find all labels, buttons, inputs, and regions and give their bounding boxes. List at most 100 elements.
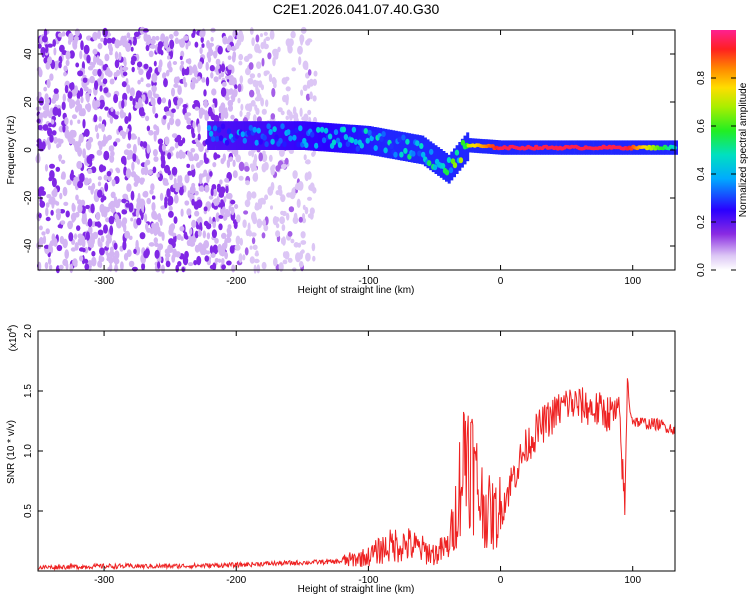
noise-blob bbox=[69, 82, 74, 90]
signal-halo bbox=[286, 121, 290, 150]
noise-blob bbox=[145, 223, 149, 231]
noise-blob bbox=[206, 232, 211, 240]
noise-blob bbox=[175, 118, 181, 127]
noise-blob bbox=[174, 37, 179, 45]
noise-blob bbox=[267, 52, 272, 60]
signal-blob bbox=[240, 131, 245, 138]
signal-blob bbox=[401, 134, 406, 141]
noise-blob bbox=[209, 245, 214, 254]
noise-blob bbox=[173, 83, 179, 88]
noise-blob bbox=[135, 208, 140, 218]
noise-blob bbox=[227, 88, 234, 95]
noise-blob bbox=[57, 224, 63, 229]
noise-blob bbox=[242, 219, 247, 228]
noise-blob bbox=[129, 87, 135, 97]
x-tick-label: 0 bbox=[498, 575, 504, 586]
noise-blob bbox=[194, 106, 200, 111]
x-tick-label: -300 bbox=[94, 276, 114, 287]
noise-blob bbox=[246, 190, 252, 201]
noise-blob bbox=[131, 161, 135, 172]
noise-blob bbox=[201, 28, 206, 37]
noise-blob bbox=[264, 70, 270, 75]
noise-blob bbox=[151, 202, 156, 212]
signal-blob bbox=[405, 138, 410, 145]
noise-blob bbox=[247, 222, 251, 232]
noise-blob bbox=[281, 163, 287, 170]
noise-blob bbox=[127, 130, 132, 141]
noise-blob bbox=[72, 39, 77, 50]
signal-halo bbox=[265, 121, 269, 150]
noise-blob bbox=[219, 179, 223, 185]
noise-blob bbox=[86, 54, 91, 64]
noise-blob bbox=[128, 112, 132, 122]
noise-blob bbox=[156, 173, 160, 178]
noise-blob bbox=[155, 225, 161, 235]
noise-blob bbox=[196, 255, 202, 266]
noise-blob bbox=[275, 190, 280, 196]
noise-blob bbox=[45, 202, 50, 208]
signal-halo bbox=[278, 121, 282, 150]
noise-blob bbox=[199, 248, 203, 253]
signal-halo bbox=[252, 121, 256, 150]
noise-blob bbox=[64, 84, 69, 94]
noise-blob bbox=[254, 172, 258, 180]
noise-blob bbox=[236, 39, 242, 46]
noise-blob bbox=[97, 176, 102, 181]
noise-blob bbox=[143, 63, 149, 70]
signal-blob bbox=[212, 125, 218, 132]
noise-blob bbox=[102, 209, 108, 218]
noise-blob bbox=[149, 189, 154, 195]
noise-blob bbox=[245, 180, 250, 186]
noise-blob bbox=[92, 48, 98, 55]
noise-blob bbox=[140, 111, 146, 116]
noise-blob bbox=[168, 210, 174, 218]
noise-blob bbox=[157, 96, 162, 105]
noise-blob bbox=[243, 210, 249, 215]
noise-blob bbox=[135, 175, 141, 184]
noise-blob bbox=[224, 251, 229, 260]
noise-blob bbox=[210, 252, 216, 258]
noise-blob bbox=[152, 149, 158, 157]
noise-blob bbox=[41, 141, 46, 150]
noise-blob bbox=[99, 85, 103, 92]
noise-blob bbox=[150, 183, 155, 191]
noise-blob bbox=[101, 165, 107, 172]
noise-blob bbox=[42, 124, 49, 131]
noise-blob bbox=[35, 106, 42, 111]
noise-blob bbox=[275, 230, 281, 238]
noise-blob bbox=[90, 203, 95, 214]
noise-blob bbox=[228, 205, 232, 212]
noise-blob bbox=[220, 102, 226, 111]
noise-blob bbox=[227, 55, 232, 61]
noise-blob bbox=[190, 148, 196, 153]
noise-blob bbox=[72, 138, 76, 146]
noise-blob bbox=[168, 205, 173, 212]
signal-blob bbox=[333, 129, 339, 136]
noise-blob bbox=[177, 85, 182, 96]
noise-blob bbox=[100, 235, 105, 243]
noise-blob bbox=[193, 100, 200, 105]
noise-blob bbox=[212, 221, 216, 229]
colorbar-tick-label: 0.6 bbox=[696, 119, 707, 133]
noise-blob bbox=[145, 44, 150, 52]
noise-blob bbox=[59, 44, 65, 53]
signal-halo bbox=[302, 121, 306, 150]
noise-blob bbox=[146, 144, 151, 154]
noise-blob bbox=[244, 247, 249, 256]
noise-blob bbox=[223, 240, 228, 249]
noise-blob bbox=[114, 59, 120, 69]
noise-blob bbox=[109, 154, 115, 163]
signal-blob bbox=[371, 131, 376, 137]
noise-blob bbox=[290, 238, 295, 244]
noise-blob bbox=[271, 87, 276, 98]
noise-blob bbox=[142, 191, 148, 198]
noise-blob bbox=[199, 222, 203, 231]
noise-blob bbox=[154, 113, 159, 119]
noise-blob bbox=[145, 115, 150, 122]
noise-blob bbox=[98, 115, 102, 122]
noise-blob bbox=[41, 35, 48, 43]
noise-blob bbox=[49, 196, 56, 205]
noise-blob bbox=[75, 146, 81, 153]
noise-blob bbox=[194, 210, 200, 217]
noise-blob bbox=[91, 256, 97, 267]
